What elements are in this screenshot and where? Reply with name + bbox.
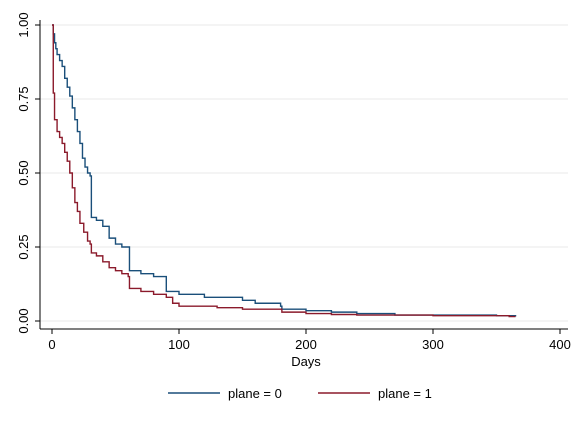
- legend-label: plane = 0: [228, 386, 282, 401]
- legend-label: plane = 1: [378, 386, 432, 401]
- x-tick-label: 0: [48, 337, 55, 352]
- legend: plane = 0 plane = 1: [168, 386, 432, 401]
- x-tick-label: 400: [549, 337, 571, 352]
- x-tick-label: 200: [295, 337, 317, 352]
- y-tick-label: 0.50: [16, 160, 31, 185]
- series-line-plane-1: [52, 24, 516, 318]
- x-axis-title: Days: [291, 354, 321, 369]
- x-tick-label: 100: [168, 337, 190, 352]
- y-tick-label: 1.00: [16, 12, 31, 37]
- y-tick-label: 0.00: [16, 308, 31, 333]
- series-group: [52, 24, 517, 318]
- y-tick-label: 0.75: [16, 86, 31, 111]
- series-line-plane-0: [52, 24, 517, 317]
- axes: 0.00 0.25 0.50 0.75 1.00 0 100 200 300 400: [16, 12, 571, 352]
- y-tick-label: 0.25: [16, 234, 31, 259]
- x-tick-label: 300: [422, 337, 444, 352]
